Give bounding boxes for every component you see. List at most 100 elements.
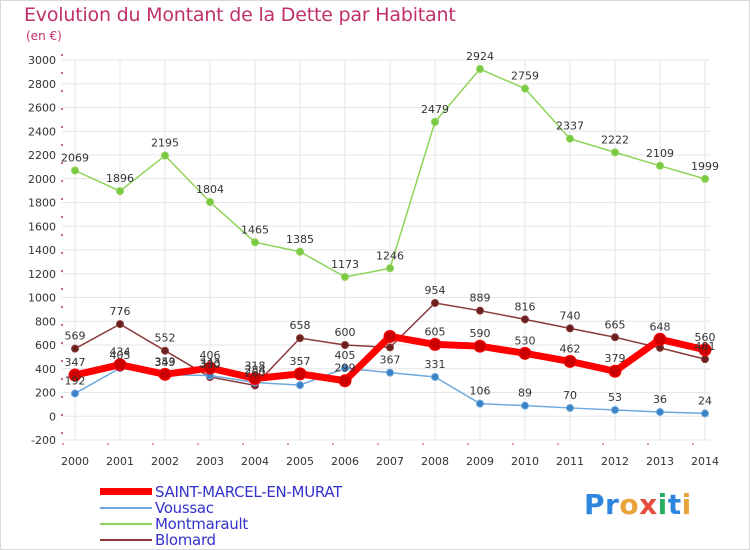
- data-point-voussac: [566, 403, 574, 412]
- y-tick-label: 800: [35, 315, 56, 328]
- data-point-saint-marcel-en-murat: [518, 346, 532, 360]
- y-tick-label: 1400: [28, 244, 56, 257]
- data-point-saint-marcel-en-murat: [248, 371, 262, 385]
- y-tick-label: 2000: [28, 173, 56, 186]
- data-point-montmarault: [521, 84, 529, 93]
- data-point-saint-marcel-en-murat: [653, 332, 667, 346]
- data-point-blomard: [116, 320, 124, 329]
- data-label-blomard: 776: [110, 305, 131, 318]
- data-label-blomard: 481: [695, 340, 716, 353]
- data-label-saint-marcel-en-murat: 560: [695, 331, 716, 344]
- data-label-saint-marcel-en-murat: 605: [425, 325, 446, 338]
- data-label-voussac: 343: [200, 357, 221, 370]
- data-label-voussac: 331: [425, 358, 446, 371]
- x-tick-label: 2008: [421, 455, 449, 468]
- data-point-blomard: [296, 334, 304, 343]
- data-point-montmarault: [656, 161, 664, 170]
- data-label-saint-marcel-en-murat: 347: [65, 356, 86, 369]
- y-tick-label: 1600: [28, 220, 56, 233]
- x-tick-label: 2003: [196, 455, 224, 468]
- data-point-blomard: [701, 355, 709, 364]
- data-label-voussac: 89: [518, 387, 532, 400]
- data-point-montmarault: [431, 117, 439, 126]
- y-tick-label: 2800: [28, 78, 56, 91]
- data-label-saint-marcel-en-murat: 299: [335, 362, 356, 375]
- data-point-montmarault: [341, 272, 349, 281]
- data-label-blomard: 569: [65, 330, 86, 343]
- data-label-voussac: 53: [608, 391, 622, 404]
- data-label-blomard: 889: [470, 292, 491, 305]
- data-point-saint-marcel-en-murat: [338, 374, 352, 388]
- legend-swatch-voussac: [100, 507, 152, 509]
- x-tick-label: 2012: [601, 455, 629, 468]
- data-label-saint-marcel-en-murat: 648: [650, 320, 671, 333]
- data-point-montmarault: [476, 65, 484, 74]
- data-label-voussac: 24: [698, 394, 712, 407]
- legend-label-voussac: Voussac: [155, 499, 214, 517]
- data-point-voussac: [521, 401, 529, 410]
- data-point-montmarault: [251, 238, 259, 247]
- data-point-voussac: [71, 389, 79, 398]
- data-point-saint-marcel-en-murat: [68, 368, 82, 382]
- x-tick-label: 2001: [106, 455, 134, 468]
- data-label-montmarault: 2337: [556, 120, 584, 133]
- data-point-blomard: [611, 333, 619, 342]
- data-point-saint-marcel-en-murat: [293, 367, 307, 381]
- x-tick-label: 2011: [556, 455, 584, 468]
- data-label-montmarault: 1999: [691, 160, 719, 173]
- data-label-montmarault: 2479: [421, 103, 449, 116]
- data-point-blomard: [386, 343, 394, 352]
- data-label-voussac: 349: [155, 356, 176, 369]
- data-label-blomard: 600: [335, 326, 356, 339]
- data-label-montmarault: 1246: [376, 249, 404, 262]
- data-point-voussac: [476, 399, 484, 408]
- data-label-montmarault: 2195: [151, 137, 179, 150]
- data-label-montmarault: 1385: [286, 233, 314, 246]
- x-tick-label: 2000: [61, 455, 89, 468]
- y-tick-label: -200: [31, 434, 56, 447]
- data-label-blomard: 260: [245, 366, 266, 379]
- data-label-saint-marcel-en-murat: 353: [155, 355, 176, 368]
- data-point-montmarault: [386, 264, 394, 273]
- x-tick-label: 2006: [331, 455, 359, 468]
- data-label-montmarault: 1896: [106, 172, 134, 185]
- data-point-saint-marcel-en-murat: [698, 343, 712, 357]
- data-label-voussac: 284: [245, 364, 266, 377]
- logo-letter: x: [639, 488, 658, 521]
- y-tick-label: 1800: [28, 197, 56, 210]
- data-label-blomard: 665: [605, 318, 626, 331]
- y-tick-label: 1000: [28, 292, 56, 305]
- legend-label-montmarault: Montmarault: [155, 515, 248, 533]
- x-tick-label: 2013: [646, 455, 674, 468]
- logo-letter: t: [667, 488, 682, 521]
- data-label-montmarault: 2924: [466, 50, 494, 63]
- data-point-montmarault: [116, 187, 124, 196]
- data-point-blomard: [476, 306, 484, 315]
- data-point-saint-marcel-en-murat: [113, 358, 127, 372]
- logo-letter: o: [619, 488, 640, 521]
- data-point-blomard: [521, 315, 529, 324]
- data-label-blomard: 552: [155, 332, 176, 345]
- data-point-saint-marcel-en-murat: [203, 361, 217, 375]
- data-point-saint-marcel-en-murat: [608, 364, 622, 378]
- data-point-voussac: [386, 368, 394, 377]
- x-tick-label: 2010: [511, 455, 539, 468]
- y-tick-label: 600: [35, 339, 56, 352]
- data-label-blomard: 330: [200, 358, 221, 371]
- data-label-blomard: 658: [290, 319, 311, 332]
- data-point-blomard: [71, 344, 79, 353]
- data-label-saint-marcel-en-murat: 406: [200, 349, 221, 362]
- data-label-saint-marcel-en-murat: 379: [605, 352, 626, 365]
- data-label-montmarault: 2109: [646, 147, 674, 160]
- data-label-saint-marcel-en-murat: 434: [110, 346, 131, 359]
- x-tick-label: 2009: [466, 455, 494, 468]
- data-point-montmarault: [296, 247, 304, 256]
- data-label-voussac: 405: [110, 349, 131, 362]
- x-tick-label: 2004: [241, 455, 269, 468]
- y-tick-label: 1200: [28, 268, 56, 281]
- x-tick-label: 2007: [376, 455, 404, 468]
- data-label-voussac: 36: [653, 393, 667, 406]
- x-tick-label: 2005: [286, 455, 314, 468]
- data-label-blomard: 954: [425, 284, 446, 297]
- y-tick-label: 200: [35, 387, 56, 400]
